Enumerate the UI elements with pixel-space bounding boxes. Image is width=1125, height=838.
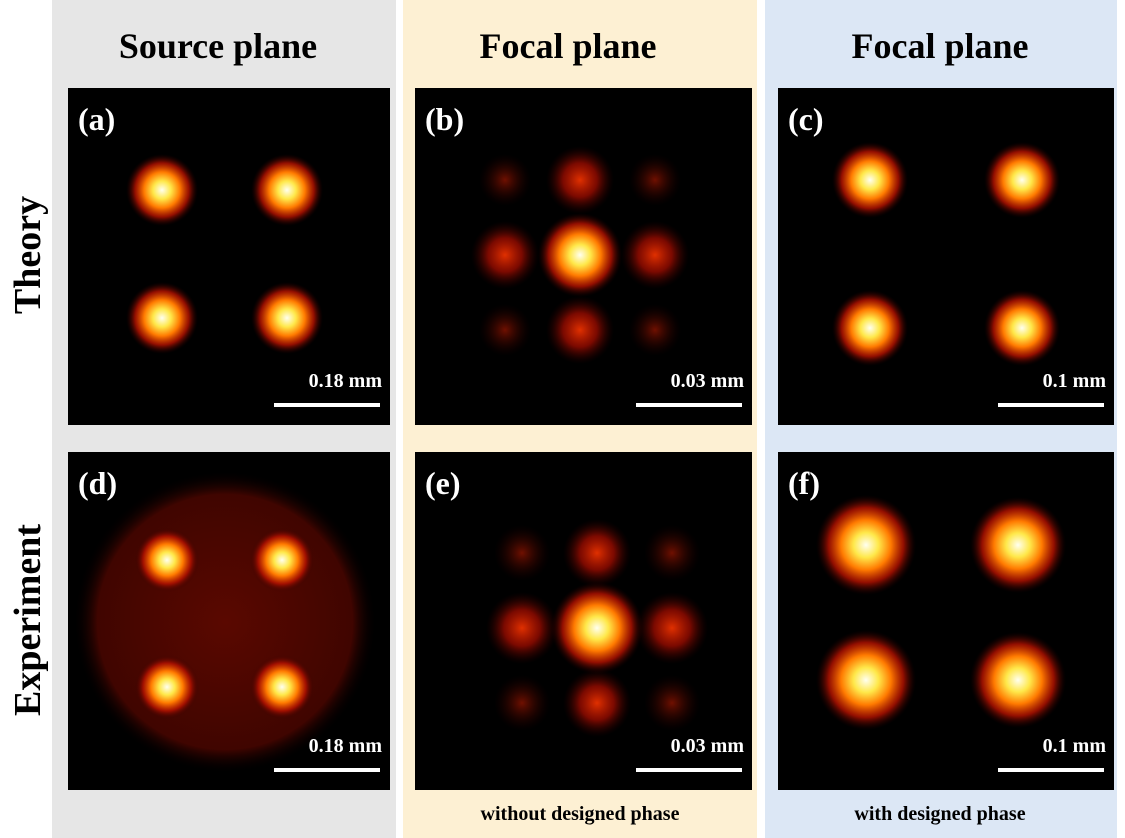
intensity-spot: [126, 154, 198, 226]
scale-label: 0.03 mm: [671, 370, 745, 392]
column-title: Focal plane: [852, 26, 1029, 66]
intensity-spot: [621, 221, 689, 289]
image-panel: [778, 88, 1114, 425]
intensity-spot: [984, 142, 1060, 218]
intensity-spot: [486, 592, 558, 664]
intensity-spot: [984, 290, 1060, 366]
intensity-spot: [644, 525, 700, 581]
intensity-spot: [816, 495, 916, 595]
intensity-spot: [970, 632, 1066, 728]
intensity-spot: [75, 472, 375, 772]
panel-label: (f): [788, 465, 820, 501]
intensity-spot: [546, 146, 614, 214]
intensity-spot: [479, 304, 531, 356]
intensity-spot: [563, 669, 631, 737]
panel-label: (c): [788, 101, 824, 137]
panel-label: (e): [425, 465, 461, 501]
intensity-spot: [251, 154, 323, 226]
scale-label: 0.1 mm: [1043, 370, 1107, 392]
panel-label: (b): [425, 101, 464, 137]
intensity-spot: [629, 304, 681, 356]
column-title: Focal plane: [480, 26, 657, 66]
intensity-spot: [135, 528, 199, 592]
intensity-spot: [538, 213, 622, 297]
intensity-spot: [126, 282, 198, 354]
intensity-spot: [970, 497, 1066, 593]
intensity-spot: [479, 154, 531, 206]
caption: without designed phase: [481, 803, 680, 825]
panel-label: (a): [78, 101, 115, 137]
row-label: Theory: [7, 196, 49, 314]
intensity-spot: [629, 154, 681, 206]
intensity-spot: [250, 528, 314, 592]
scale-label: 0.1 mm: [1043, 735, 1107, 757]
intensity-spot: [832, 290, 908, 366]
scale-label: 0.18 mm: [309, 370, 383, 392]
intensity-spot: [636, 592, 708, 664]
panels: (a) 0.18 mm (b) 0.03 mm (c) 0.1 mm (d) 0.18 mm (…: [68, 88, 1114, 790]
intensity-spot: [471, 221, 539, 289]
intensity-spot: [494, 675, 550, 731]
intensity-spot: [546, 296, 614, 364]
intensity-spot: [135, 655, 199, 719]
intensity-spot: [563, 519, 631, 587]
intensity-spot: [551, 582, 643, 674]
intensity-spot: [816, 630, 916, 730]
column-title: Source plane: [119, 26, 317, 66]
intensity-spot: [644, 675, 700, 731]
panel-label: (d): [78, 465, 117, 501]
scale-label: 0.03 mm: [671, 735, 745, 757]
intensity-spot: [251, 282, 323, 354]
image-panel: [68, 88, 390, 425]
scale-label: 0.18 mm: [309, 735, 383, 757]
row-label: Experiment: [7, 524, 49, 716]
intensity-spot: [494, 525, 550, 581]
caption: with designed phase: [854, 803, 1025, 825]
intensity-spot: [250, 655, 314, 719]
intensity-spot: [832, 142, 908, 218]
